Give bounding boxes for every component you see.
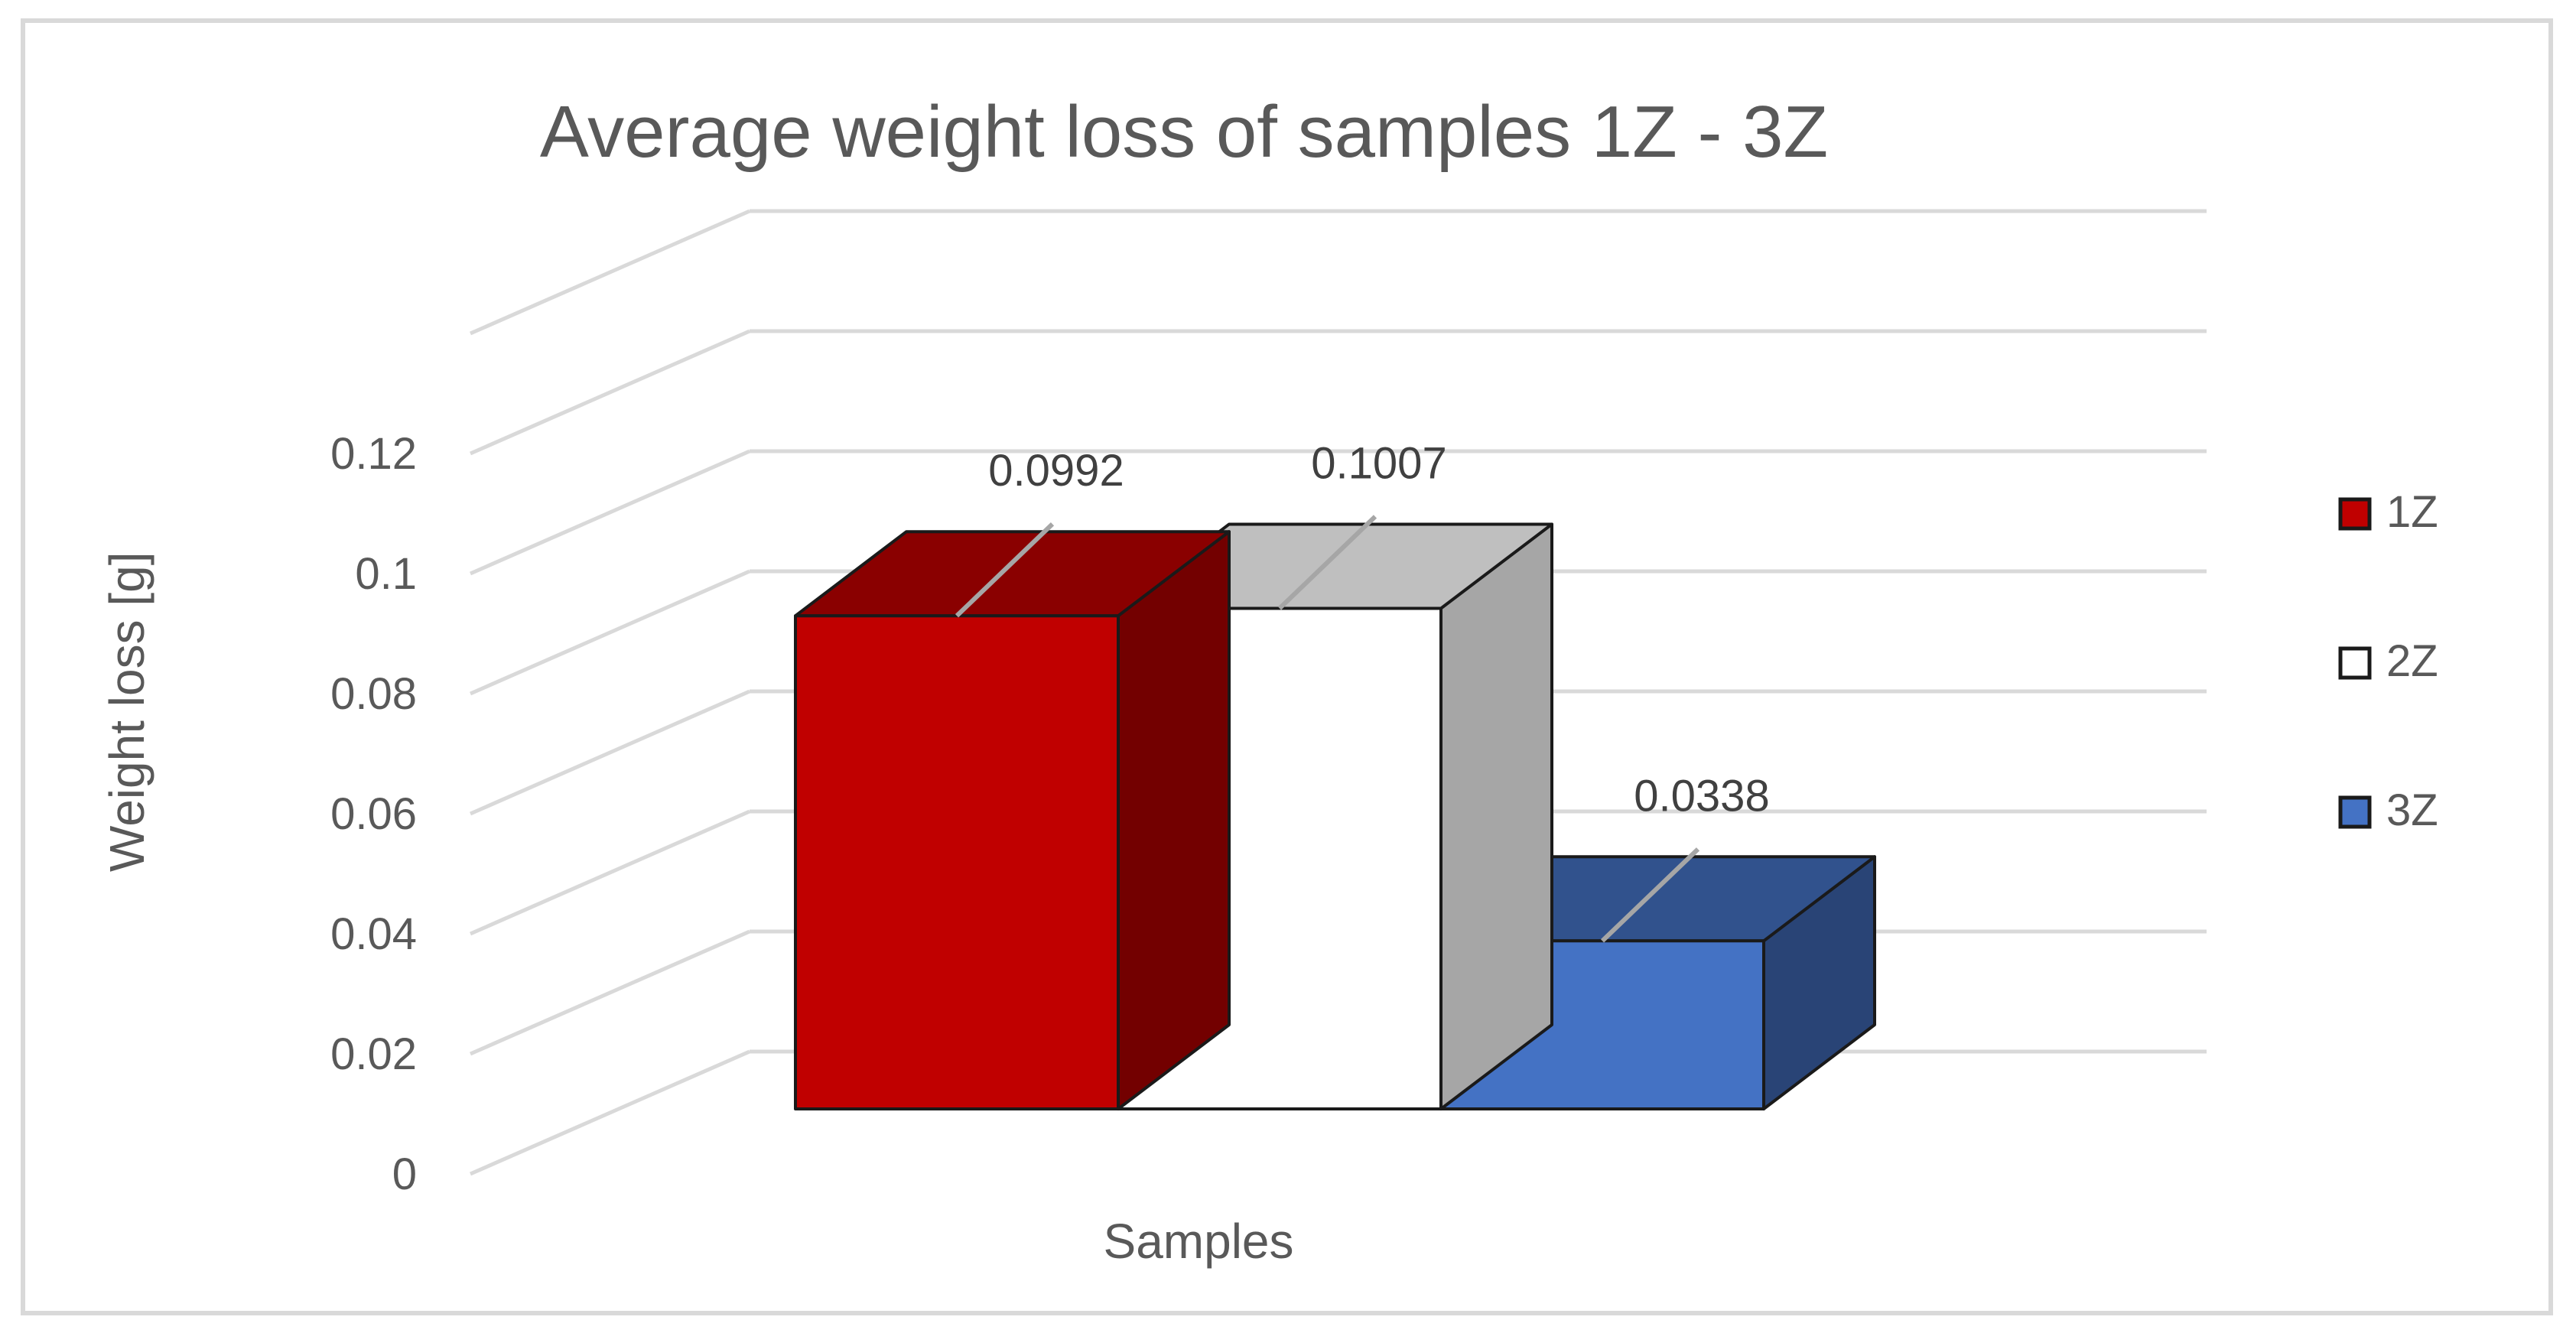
bar-side-2Z	[1439, 522, 1553, 1110]
data-label-leader	[1277, 515, 1377, 610]
bar-side-1Z	[1117, 530, 1231, 1110]
y-tick-labels: 0 0.02 0.04 0.06 0.08 0.1 0.12	[330, 429, 417, 1199]
legend-swatch-2Z	[2338, 646, 2372, 680]
y-tick-label: 0.12	[330, 429, 417, 479]
y-tick-label: 0.06	[330, 789, 417, 839]
y-tick-label: 0.08	[330, 669, 417, 719]
gridline-slant	[469, 929, 751, 1056]
gridline-slant	[469, 329, 751, 456]
data-label-1Z: 0.0992	[988, 446, 1124, 496]
y-tick-label: 0.04	[330, 909, 417, 959]
gridline-slant	[469, 689, 751, 816]
bar-1Z	[794, 614, 1120, 1110]
legend-swatch-1Z	[2338, 497, 2372, 531]
legend-swatch-3Z	[2338, 795, 2372, 829]
y-tick-label: 0	[392, 1149, 417, 1199]
x-axis-title: Samples	[1104, 1214, 1294, 1269]
gridline-slant	[469, 809, 751, 936]
legend-label-3Z: 3Z	[2386, 785, 2438, 835]
data-label-2Z: 0.1007	[1311, 438, 1446, 488]
data-label-layer: 0.0992 0.1007 0.0338	[955, 438, 1770, 943]
bar-layer	[794, 522, 1876, 1111]
data-label-leader	[955, 522, 1055, 618]
gridline-slant	[469, 209, 751, 336]
gridline-slant	[469, 1049, 751, 1176]
y-tick-label: 0.1	[355, 549, 417, 599]
legend-label-2Z: 2Z	[2386, 636, 2438, 686]
legend-label-1Z: 1Z	[2386, 487, 2438, 537]
legend: 1Z 2Z 3Z	[2338, 487, 2438, 835]
gridline-slant	[469, 449, 751, 576]
gridline-slant	[469, 569, 751, 696]
data-label-3Z: 0.0338	[1634, 771, 1769, 821]
chart-title: Average weight loss of samples 1Z - 3Z	[540, 91, 1828, 173]
y-axis-title: Weight loss [g]	[99, 551, 154, 872]
y-tick-label: 0.02	[330, 1029, 417, 1079]
data-label-leader	[1600, 847, 1700, 943]
